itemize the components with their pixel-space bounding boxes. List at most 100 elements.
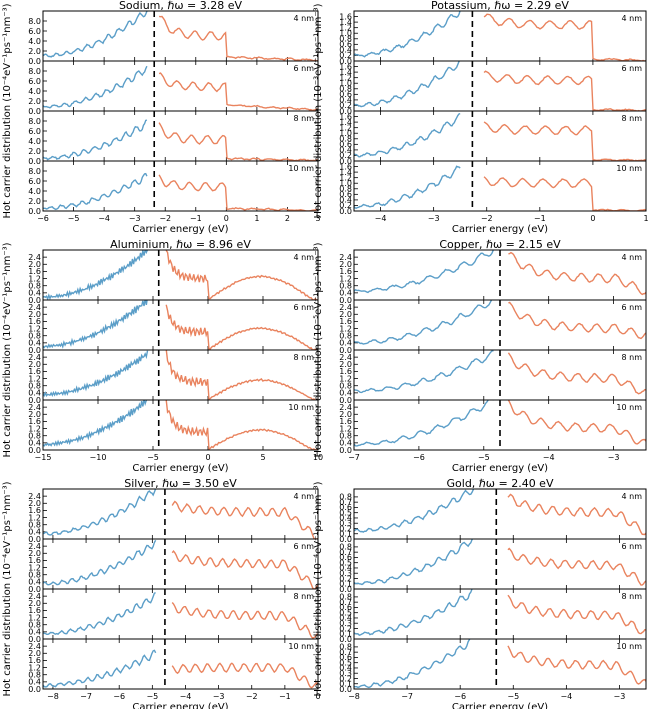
y-tick-label: 2.0	[28, 360, 41, 369]
y-tick-label: 0.0	[28, 535, 41, 544]
electrons-series-line	[507, 645, 646, 685]
x-tick-label: −5	[147, 453, 159, 462]
panel-frame	[353, 399, 647, 451]
y-tick-label: 4.0	[28, 87, 41, 96]
chart-potassium: Potassium, ℏω = 2.29 eV Hot carrier distr…	[313, 0, 649, 235]
holes-series-line	[354, 350, 494, 394]
x-tick-label: 0	[224, 214, 229, 223]
panel-frame	[353, 538, 647, 590]
electrons-series-line	[483, 70, 646, 111]
electrons-series-line	[171, 602, 318, 639]
y-axis-label-unit: (10⁻⁴eV⁻¹ps⁻¹nm⁻³)	[313, 481, 324, 579]
y-tick-label: 1.2	[339, 173, 352, 182]
y-tick-label: 1.6	[339, 62, 352, 71]
panel-size-label: 6 nm	[622, 64, 643, 73]
panel-size-label: 10 nm	[288, 164, 314, 173]
y-tick-label: 2.4	[339, 253, 352, 262]
y-tick-label: 2.0	[339, 310, 352, 319]
curves	[354, 489, 646, 536]
y-tick-label: 0.8	[339, 85, 352, 94]
curves	[354, 589, 646, 637]
panel-size-label: 4 nm	[622, 492, 643, 501]
x-tick-label: −7	[348, 453, 360, 462]
electrons-series-line	[165, 304, 318, 350]
y-tick-label: 1.6	[28, 606, 41, 615]
y-tick-label: 2.0	[339, 360, 352, 369]
y-tick-label: 1.2	[339, 73, 352, 82]
chart-title: Gold, ℏω = 2.40 eV	[447, 477, 554, 490]
y-tick-label: 8.0	[28, 167, 41, 176]
y-tick-label: 0.1	[339, 530, 352, 539]
holes-series-line	[43, 489, 157, 536]
panel-size-label: 8 nm	[294, 353, 315, 362]
panel-10-nm: 0.00.20.40.60.81.01.21.41.6 10 nm	[339, 160, 647, 216]
y-axis-label: Hot carrier distribution (10⁻⁴eV⁻¹ps⁻¹nm…	[313, 481, 324, 696]
panel-8-nm: 0.00.40.81.21.62.02.4 8 nm	[339, 349, 647, 405]
panel-size-label: 10 nm	[288, 642, 314, 651]
electrons-series-line	[171, 500, 318, 539]
y-tick-label: 0.7	[339, 498, 352, 507]
y-tick-label: 0.8	[339, 543, 352, 552]
y-tick-label: 0.2	[339, 624, 352, 633]
x-axis-label: Carrier energy (eV)	[132, 702, 228, 709]
x-axis-label: Carrier energy (eV)	[452, 702, 548, 709]
y-tick-label: 0.2	[339, 524, 352, 533]
y-tick-label: 0.0	[339, 107, 352, 116]
curves	[354, 250, 646, 296]
x-tick-label: −1	[534, 214, 546, 223]
electrons-series-line	[158, 122, 318, 161]
panel-frame	[353, 110, 647, 162]
panel-4-nm: 0.00.20.40.60.81.01.21.41.6 4 nm	[339, 10, 647, 66]
panel-frame	[353, 10, 647, 62]
y-axis-label-unit: (10⁻⁵eV⁻¹ps⁻¹nm⁻³)	[313, 242, 324, 340]
y-tick-label: 0.8	[28, 571, 41, 580]
panel-10-nm: 0.02.04.06.08.0 10 nm	[28, 160, 319, 216]
y-tick-label: 0.6	[339, 40, 352, 49]
y-tick-label: 0.6	[339, 503, 352, 512]
x-tick-label: −4	[98, 214, 110, 223]
x-axis-label: Carrier energy (eV)	[132, 224, 228, 235]
curves	[354, 400, 646, 447]
y-tick-label: 0.3	[339, 619, 352, 628]
y-tick-label: 1.2	[339, 424, 352, 433]
panel-size-label: 10 nm	[616, 642, 642, 651]
electrons-series-line	[158, 72, 318, 111]
y-tick-label: 2.4	[28, 642, 41, 651]
x-tick-label: −4	[180, 692, 192, 701]
y-tick-label: 0.0	[28, 635, 41, 644]
panel-size-label: 6 nm	[622, 542, 643, 551]
y-tick-label: 1.2	[339, 324, 352, 333]
y-tick-label: 0.4	[339, 514, 352, 523]
y-tick-label: 1.0	[339, 129, 352, 138]
panel-8-nm: 0.02.04.06.08.0 8 nm	[28, 110, 319, 166]
y-tick-label: 8.0	[28, 117, 41, 126]
y-tick-label: 0.8	[28, 282, 41, 291]
electrons-series-line	[165, 250, 318, 300]
panel-frame	[42, 588, 319, 640]
electrons-series-line	[171, 662, 318, 689]
panel-size-label: 4 nm	[294, 14, 315, 23]
y-tick-label: 2.0	[28, 549, 41, 558]
y-tick-label: 0.4	[28, 678, 41, 687]
curves	[354, 11, 646, 61]
curves	[43, 592, 318, 639]
curves	[354, 350, 646, 395]
panel-size-label: 10 nm	[616, 164, 642, 173]
y-tick-label: 6.0	[28, 177, 41, 186]
y-tick-label: 0.6	[339, 653, 352, 662]
y-tick-label: 1.6	[28, 367, 41, 376]
y-tick-label: 0.8	[28, 432, 41, 441]
y-tick-label: 0.3	[339, 519, 352, 528]
panel-size-label: 8 nm	[294, 592, 315, 601]
x-tick-label: −1	[190, 214, 202, 223]
y-tick-label: 0.0	[28, 296, 41, 305]
holes-series-line	[354, 639, 474, 689]
y-tick-label: 2.0	[28, 97, 41, 106]
y-tick-label: 0.5	[339, 658, 352, 667]
holes-series-line	[43, 400, 148, 447]
y-tick-label: 2.0	[28, 649, 41, 658]
electrons-series-line	[165, 350, 318, 400]
x-tick-label: −8	[348, 692, 360, 701]
x-axis-label: Carrier energy (eV)	[132, 463, 228, 474]
y-tick-label: 0.7	[339, 598, 352, 607]
